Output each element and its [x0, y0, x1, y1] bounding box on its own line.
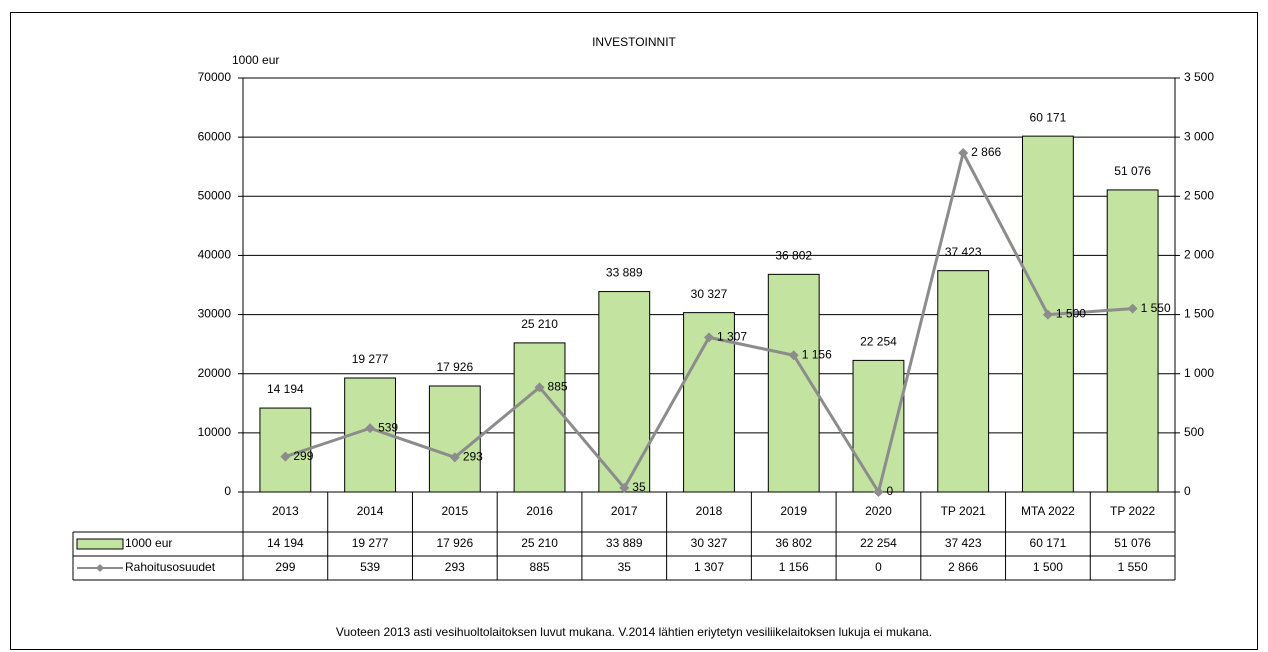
table-value: 1 550 — [1118, 560, 1148, 574]
bar — [428, 385, 481, 493]
y-tick-label: 70000 — [198, 70, 232, 84]
table-value: 1 156 — [779, 560, 809, 574]
legend-marker — [96, 564, 104, 572]
line-marker — [1042, 309, 1053, 320]
chart-title: INVESTOINNIT — [592, 35, 676, 49]
x-tick-label: 2017 — [611, 504, 638, 518]
table-value: 299 — [275, 560, 295, 574]
bar — [513, 342, 566, 493]
line-marker — [619, 482, 630, 493]
line-marker — [873, 487, 884, 497]
line-value-label: 1 550 — [1141, 301, 1171, 315]
bar-value-label: 36 802 — [775, 249, 812, 263]
y-tick-label: 20000 — [198, 366, 232, 380]
line-marker — [788, 350, 799, 361]
bar-value-label: 60 171 — [1030, 110, 1067, 124]
bar-value-label: 37 423 — [945, 245, 982, 259]
table-value: 30 327 — [691, 536, 728, 550]
bar-value-label: 51 076 — [1114, 164, 1151, 178]
bar-value-label: 30 327 — [691, 287, 728, 301]
bar-value-label: 17 926 — [436, 360, 473, 374]
table-value: 51 076 — [1114, 536, 1151, 550]
table-value: 2 866 — [948, 560, 978, 574]
y2-tick-label: 2 000 — [1184, 248, 1214, 262]
line-value-label: 2 866 — [971, 145, 1001, 159]
bar — [598, 291, 651, 493]
y2-tick-label: 1 000 — [1184, 366, 1214, 380]
y2-tick-label: 2 500 — [1184, 188, 1214, 202]
line-value-label: 539 — [378, 420, 398, 434]
y-tick-label: 50000 — [198, 188, 232, 202]
line-marker — [704, 332, 714, 343]
table-value: 22 254 — [860, 536, 897, 550]
line-marker — [1127, 303, 1138, 314]
table-value: 33 889 — [606, 536, 643, 550]
table-value: 539 — [360, 560, 380, 574]
bar — [1106, 189, 1159, 493]
line-marker — [534, 382, 545, 393]
line-value-label: 0 — [886, 484, 893, 498]
x-tick-label: 2020 — [865, 504, 892, 518]
line-marker — [449, 452, 460, 463]
table-value: 37 423 — [945, 536, 982, 550]
line-value-label: 299 — [293, 449, 313, 463]
y2-tick-label: 3 000 — [1184, 129, 1214, 143]
bar-value-label: 14 194 — [267, 382, 304, 396]
y-axis-label: 1000 eur — [232, 53, 279, 67]
table-value: 293 — [445, 560, 465, 574]
bar-value-label: 25 210 — [521, 317, 558, 331]
x-tick-label: 2019 — [780, 504, 807, 518]
table-value: 36 802 — [775, 536, 812, 550]
x-tick-label: TP 2022 — [1110, 504, 1155, 518]
legend-label: 1000 eur — [125, 536, 172, 550]
y-tick-label: 10000 — [198, 425, 232, 439]
y2-tick-label: 500 — [1184, 425, 1204, 439]
line-value-label: 885 — [548, 379, 568, 393]
line-marker — [958, 147, 969, 158]
bar-value-label: 22 254 — [860, 335, 897, 349]
y2-tick-label: 3 500 — [1184, 70, 1214, 84]
x-tick-label: MTA 2022 — [1021, 504, 1075, 518]
x-tick-label: 2018 — [696, 504, 723, 518]
table-value: 17 926 — [436, 536, 473, 550]
table-value: 885 — [530, 560, 550, 574]
bar-value-label: 19 277 — [352, 352, 389, 366]
line-marker — [280, 451, 291, 462]
table-value: 60 171 — [1030, 536, 1067, 550]
x-tick-label: 2014 — [357, 504, 384, 518]
line-marker — [365, 423, 376, 434]
y-tick-label: 60000 — [198, 129, 232, 143]
line-value-label: 1 156 — [802, 347, 832, 361]
note: Vuoteen 2013 asti vesihuoltolaitoksen lu… — [336, 625, 932, 639]
table-value: 1 307 — [694, 560, 724, 574]
table-value: 19 277 — [352, 536, 389, 550]
y-tick-label: 0 — [224, 484, 231, 498]
x-tick-label: 2013 — [272, 504, 299, 518]
bar — [937, 270, 990, 493]
line-value-label: 1 500 — [1056, 307, 1086, 321]
y2-tick-label: 0 — [1184, 484, 1191, 498]
legend-label: Rahoitusosuudet — [125, 560, 216, 574]
bar — [683, 312, 735, 493]
x-tick-label: 2016 — [526, 504, 553, 518]
line-value-label: 293 — [463, 450, 483, 464]
y-tick-label: 40000 — [198, 248, 232, 262]
bar-value-label: 33 889 — [606, 266, 643, 280]
y-tick-label: 30000 — [198, 307, 232, 321]
y2-tick-label: 1 500 — [1184, 307, 1214, 321]
line-value-label: 35 — [632, 480, 646, 494]
table-value: 25 210 — [521, 536, 558, 550]
x-tick-label: TP 2021 — [941, 504, 986, 518]
table-value: 0 — [875, 560, 882, 574]
table-value: 35 — [618, 560, 632, 574]
table-value: 14 194 — [267, 536, 304, 550]
line-value-label: 1 307 — [717, 330, 747, 344]
x-tick-label: 2015 — [441, 504, 468, 518]
legend-swatch — [76, 538, 124, 550]
table-value: 1 500 — [1033, 560, 1063, 574]
